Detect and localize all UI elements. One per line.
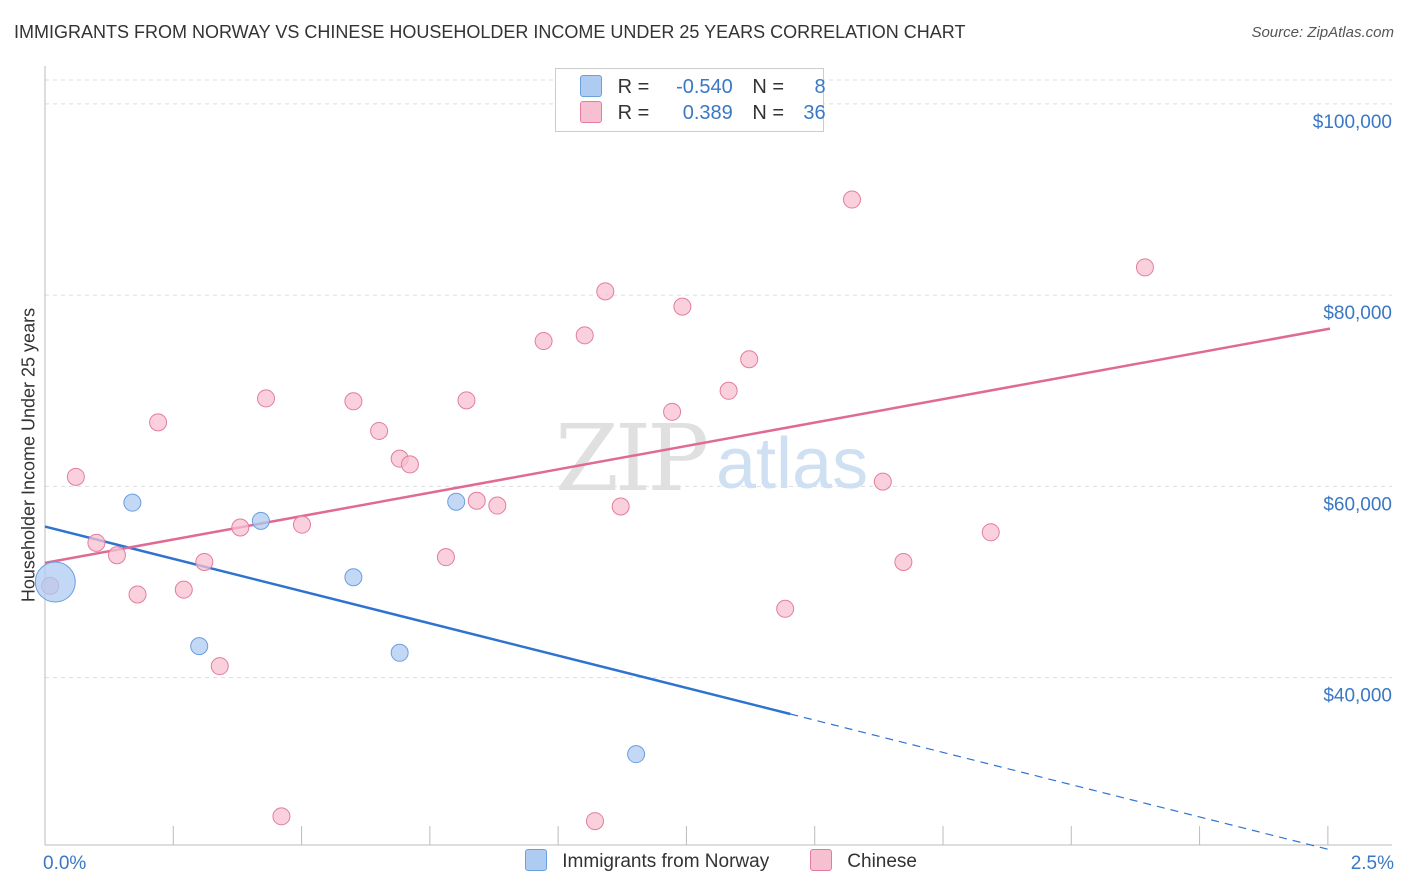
point-norway — [251, 511, 270, 530]
gridlines — [45, 79, 1392, 679]
point-chinese — [842, 190, 861, 209]
point-chinese — [719, 381, 738, 400]
point-chinese — [596, 282, 615, 301]
trend-line-norway — [44, 525, 791, 716]
point-norway — [390, 643, 409, 662]
point-chinese — [776, 599, 795, 618]
point-norway — [447, 492, 466, 511]
legend-label-chinese: Chinese — [847, 851, 917, 873]
tick-labels: $40,000 $60,000 $80,000 $100,000 0.0% 2.5% — [43, 112, 1394, 874]
point-chinese — [436, 548, 455, 567]
point-chinese — [740, 350, 759, 369]
legend-item-norway[interactable]: Immigrants from Norway — [525, 849, 770, 873]
data-points — [34, 190, 1154, 831]
point-chinese — [128, 585, 147, 604]
chinese-legend-swatch — [810, 849, 832, 871]
chart-source: Source: ZipAtlas.com — [1251, 24, 1394, 41]
watermark: ZIP atlas — [555, 405, 868, 512]
point-norway — [344, 568, 363, 587]
point-chinese — [293, 515, 311, 534]
point-chinese — [231, 518, 250, 537]
point-chinese — [467, 491, 486, 510]
n-value: 8 — [814, 76, 826, 99]
y-tick-label: $40,000 — [1323, 686, 1392, 707]
stats-legend: R = -0.540 N = 8 R = 0.389 N = 36 — [555, 68, 826, 132]
legend-item-chinese[interactable]: Chinese — [810, 849, 917, 873]
point-chinese — [257, 389, 276, 408]
x-tick-label: 2.5% — [1351, 853, 1394, 874]
norway-swatch — [580, 74, 602, 97]
n-label: N = — [752, 102, 785, 125]
point-norway — [627, 745, 646, 764]
point-chinese — [873, 472, 892, 491]
y-axis-label: Householder Income Under 25 years — [18, 307, 39, 603]
y-tick-label: $60,000 — [1323, 494, 1392, 515]
point-chinese — [585, 812, 604, 831]
y-tick-label: $100,000 — [1313, 112, 1392, 133]
point-chinese — [611, 497, 630, 516]
point-chinese — [400, 455, 419, 474]
watermark-zip: ZIP — [555, 405, 706, 512]
point-chinese — [149, 413, 168, 432]
point-chinese — [488, 496, 507, 515]
point-chinese — [457, 391, 476, 410]
norway-legend-swatch — [525, 849, 547, 871]
point-chinese — [174, 580, 193, 599]
point-chinese — [210, 657, 229, 676]
chinese-swatch — [580, 100, 602, 123]
point-norway — [190, 637, 209, 656]
y-tick-label: $80,000 — [1323, 303, 1392, 324]
point-chinese — [87, 533, 106, 552]
chart-title: IMMIGRANTS FROM NORWAY VS CHINESE HOUSEH… — [14, 22, 966, 42]
point-chinese — [1135, 258, 1154, 277]
point-chinese — [195, 552, 214, 571]
point-chinese — [370, 421, 389, 440]
point-chinese — [673, 297, 692, 316]
r-label: R = — [617, 102, 650, 125]
point-chinese — [981, 523, 1000, 542]
r-value: 0.389 — [682, 102, 733, 125]
stats-legend-row-chinese: R = 0.389 N = 36 — [580, 100, 826, 126]
r-label: R = — [617, 76, 650, 99]
point-norway — [123, 493, 142, 512]
point-chinese — [107, 546, 126, 565]
point-chinese — [344, 392, 363, 411]
x-tick-label: 0.0% — [43, 853, 86, 874]
point-chinese — [66, 467, 85, 486]
axes — [44, 66, 1392, 846]
point-chinese — [575, 326, 594, 345]
watermark-atlas: atlas — [716, 424, 868, 504]
point-norway — [34, 561, 76, 603]
stats-legend-row-norway: R = -0.540 N = 8 — [580, 74, 826, 100]
point-chinese — [663, 402, 682, 421]
legend-label-norway: Immigrants from Norway — [562, 851, 770, 873]
r-value: -0.540 — [676, 76, 733, 99]
trend-line-norway-extension — [790, 713, 1331, 851]
n-value: 36 — [803, 102, 826, 125]
n-label: N = — [752, 76, 785, 99]
point-chinese — [534, 332, 553, 351]
point-chinese — [272, 807, 291, 826]
point-chinese — [894, 552, 913, 571]
